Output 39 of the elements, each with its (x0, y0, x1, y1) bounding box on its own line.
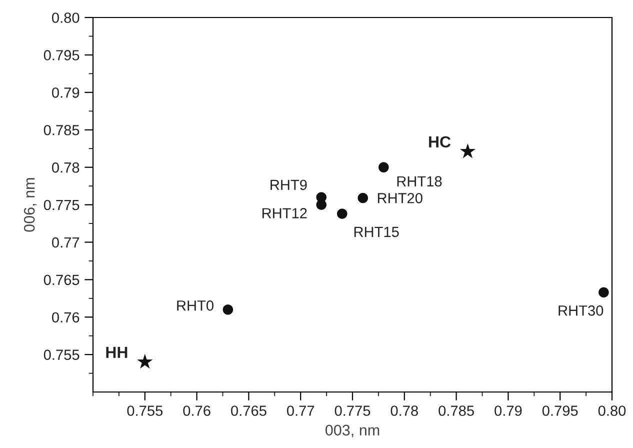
y-tick-label: 0.775 (44, 200, 80, 210)
x-tick-label: 0.76 (183, 406, 210, 416)
y-tick-label: 0.79 (52, 88, 80, 98)
point (222, 304, 234, 315)
annotation: HC (429, 136, 451, 148)
y-tick-label: 0.76 (52, 312, 80, 323)
point (137, 354, 153, 369)
y-tick-label: 0.785 (44, 124, 80, 136)
annotation: RHT15 (354, 226, 399, 238)
y-axis-title: 006, nm (24, 178, 37, 232)
point (336, 208, 348, 219)
point (316, 200, 327, 210)
annotation: RHT9 (270, 180, 307, 190)
annotation: RHT12 (262, 208, 307, 218)
x-tick-label: 0.80 (598, 406, 626, 416)
x-tick-label: 0.78 (390, 406, 418, 416)
point (358, 192, 368, 204)
annotation: RHT18 (397, 176, 442, 186)
x-tick-label: 0.795 (542, 406, 578, 416)
x-tick-label: 0.77 (286, 406, 314, 416)
point (460, 143, 476, 158)
y-tick-label: 0.78 (52, 162, 80, 173)
y-tick-label: 0.765 (44, 274, 80, 286)
y-tick-label: 0.795 (44, 50, 80, 60)
x-tick-label: 0.755 (127, 406, 163, 416)
annotation: RHT30 (558, 305, 604, 316)
annotation: RHT20 (378, 192, 422, 204)
annotation: RHT0 (177, 300, 214, 311)
y-tick-label: 0.80 (52, 12, 80, 23)
x-tick-label: 0.785 (438, 406, 474, 416)
y-tick-label: 0.755 (44, 350, 80, 360)
x-tick-label: 0.79 (494, 406, 522, 416)
x-tick-label: 0.765 (231, 406, 266, 416)
x-tick-label: 0.775 (334, 406, 370, 416)
y-tick-label: 0.77 (52, 237, 80, 248)
point (598, 287, 609, 298)
annotation: HH (106, 346, 128, 358)
x-axis-title: 003, nm (326, 424, 380, 438)
point (378, 162, 389, 172)
